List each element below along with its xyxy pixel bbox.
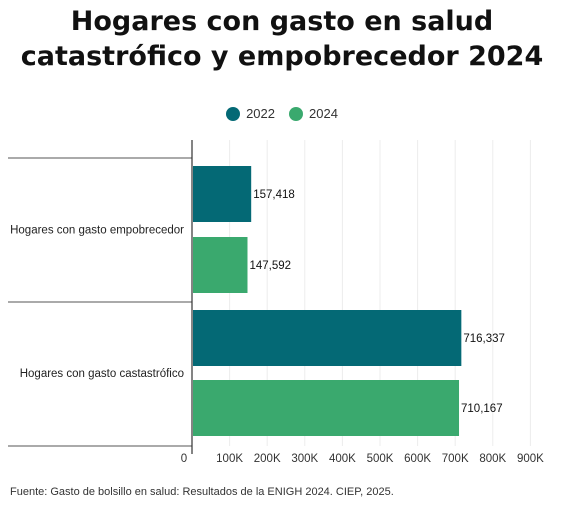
legend-swatch-2022 xyxy=(226,106,241,121)
legend: 2022 2024 xyxy=(0,106,564,121)
x-tick-label: 100K xyxy=(216,453,243,465)
x-tick-label: 800K xyxy=(479,453,506,465)
x-tick-label: 900K xyxy=(517,453,544,465)
chart-title: Hogares con gasto en salud catastrófico … xyxy=(0,4,564,74)
title-line-1: Hogares con gasto en salud xyxy=(70,6,494,37)
bar-2022 xyxy=(193,310,462,366)
category-label: Hogares con gasto empobrecedor xyxy=(10,225,184,237)
x-tick-label: 400K xyxy=(329,453,356,465)
legend-label-2024: 2024 xyxy=(309,106,338,121)
x-tick-label: 200K xyxy=(254,453,281,465)
bar-2024 xyxy=(193,237,248,293)
x-tick-label: 500K xyxy=(367,453,394,465)
data-label-2022: 716,337 xyxy=(463,333,505,345)
legend-item-2024[interactable]: 2024 xyxy=(289,106,338,121)
source-note: Fuente: Gasto de bolsillo en salud: Resu… xyxy=(10,486,394,498)
bar-chart: Hogares con gasto empobrecedor 157,418 147… xyxy=(8,140,544,465)
title-line-2: catastrófico y empobrecedor 2024 xyxy=(20,41,544,72)
bar-2022 xyxy=(193,166,252,222)
x-tick-label: 600K xyxy=(404,453,431,465)
data-label-2024: 147,592 xyxy=(249,260,291,272)
x-tick-label: 300K xyxy=(291,453,318,465)
x-tick-label: 0 xyxy=(181,453,187,465)
bar-2024 xyxy=(193,380,460,436)
data-label-2024: 710,167 xyxy=(461,403,503,415)
legend-swatch-2024 xyxy=(289,106,303,121)
data-label-2022: 157,418 xyxy=(253,189,295,201)
legend-label-2022: 2022 xyxy=(246,106,275,121)
legend-item-2022[interactable]: 2022 xyxy=(226,106,275,121)
x-tick-label: 700K xyxy=(442,453,469,465)
category-label: Hogares con gasto castastrófico xyxy=(20,368,184,380)
